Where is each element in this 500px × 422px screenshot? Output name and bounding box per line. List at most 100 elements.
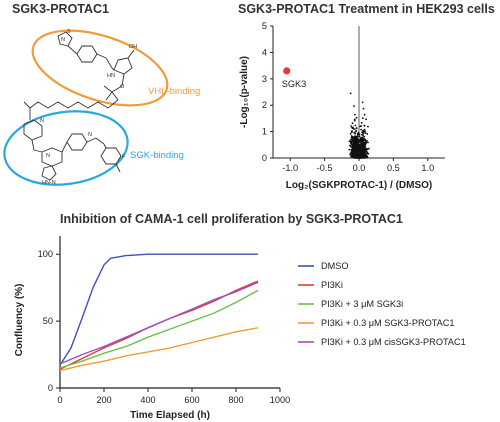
protein-point bbox=[360, 121, 363, 124]
protein-point bbox=[352, 146, 354, 149]
x-tick-label: 1.0 bbox=[421, 163, 434, 173]
protein-point bbox=[368, 147, 370, 150]
growth-x-label: Time Elapsed (h) bbox=[130, 410, 210, 421]
protein-point bbox=[349, 144, 351, 147]
protein-point bbox=[366, 156, 369, 159]
series-line-4 bbox=[59, 281, 259, 365]
protein-point bbox=[352, 156, 354, 159]
protein-point bbox=[360, 128, 362, 131]
protein-point bbox=[363, 149, 365, 152]
sgk-ellipse bbox=[3, 110, 129, 186]
protein-point bbox=[354, 140, 357, 143]
svg-text:O: O bbox=[120, 84, 125, 90]
protein-point bbox=[361, 101, 364, 104]
svg-text:N: N bbox=[40, 118, 44, 124]
sgk3-label: SGK3 bbox=[282, 79, 307, 89]
molecule-title: SGK3-PROTAC1 bbox=[12, 2, 110, 16]
protein-point bbox=[352, 155, 354, 158]
protein-point bbox=[359, 150, 362, 152]
x-tick-label: 200 bbox=[96, 395, 111, 405]
legend-label: PI3Ki + 3 μM SGK3i bbox=[321, 299, 403, 309]
y-tick-label: 50 bbox=[43, 316, 53, 326]
protein-point bbox=[359, 146, 362, 149]
protein-point bbox=[353, 144, 356, 147]
protein-point bbox=[353, 118, 356, 121]
protein-point bbox=[359, 144, 361, 146]
svg-text:F: F bbox=[122, 154, 126, 160]
protein-point bbox=[366, 151, 369, 154]
protein-point bbox=[364, 149, 367, 152]
protein-point bbox=[363, 153, 366, 156]
y-tick-label: 0 bbox=[262, 153, 267, 163]
y-tick-label: 0 bbox=[48, 383, 53, 393]
svg-text:OH: OH bbox=[129, 44, 137, 50]
x-tick-label: 0.5 bbox=[387, 163, 400, 173]
protein-point bbox=[367, 125, 369, 128]
svg-text:N: N bbox=[88, 132, 92, 138]
protein-point bbox=[356, 137, 358, 140]
growth-chart: 0 200 400 600 800 1000 0 50 100 DMSO PI3Ki PI3Ki + … bbox=[14, 236, 466, 421]
protein-point bbox=[363, 135, 366, 138]
svg-text:N: N bbox=[61, 37, 65, 43]
protein-point bbox=[353, 131, 356, 134]
protein-point bbox=[362, 141, 364, 143]
volcano-x-label: Log₂(SGKPROTAC-1) / (DMSO) bbox=[286, 180, 432, 191]
x-tick-label: 1000 bbox=[270, 395, 290, 405]
protein-point bbox=[365, 118, 367, 121]
protein-point bbox=[348, 148, 351, 151]
protein-point bbox=[354, 150, 357, 153]
protein-point bbox=[356, 156, 358, 159]
protein-point bbox=[357, 132, 359, 135]
protein-point bbox=[350, 131, 353, 134]
protein-point bbox=[354, 130, 357, 133]
legend-label: DMSO bbox=[321, 261, 349, 271]
protein-point bbox=[351, 126, 353, 129]
protein-point bbox=[354, 113, 356, 116]
sgk3-point bbox=[283, 67, 291, 75]
protein-point bbox=[350, 151, 353, 154]
protein-point bbox=[362, 130, 364, 133]
svg-text:S: S bbox=[67, 29, 71, 35]
protein-point bbox=[363, 128, 366, 131]
protein-point bbox=[353, 147, 356, 150]
sgk-binding-label: SGK-binding bbox=[130, 150, 184, 161]
series-line-3 bbox=[59, 327, 259, 372]
protein-point bbox=[362, 117, 364, 120]
protein-point bbox=[358, 151, 360, 154]
protein-point bbox=[367, 141, 369, 144]
protein-point bbox=[357, 141, 360, 143]
protein-point bbox=[355, 151, 358, 154]
protein-point bbox=[355, 127, 358, 130]
growth-y-label: Confluency (%) bbox=[14, 284, 25, 357]
y-tick-label: 100 bbox=[38, 249, 53, 259]
svg-text:HN-N: HN-N bbox=[42, 180, 56, 186]
protein-point bbox=[362, 154, 365, 157]
protein-point bbox=[363, 113, 366, 116]
protein-point bbox=[349, 153, 351, 156]
protein-point bbox=[365, 142, 368, 144]
protein-point bbox=[356, 143, 359, 146]
legend-label: PI3Ki bbox=[321, 280, 343, 290]
protein-point bbox=[359, 157, 362, 159]
protein-point bbox=[364, 151, 367, 154]
protein-point bbox=[364, 138, 367, 141]
protein-point bbox=[364, 132, 367, 134]
protein-point bbox=[356, 155, 359, 158]
series-line-2 bbox=[59, 289, 259, 369]
protein-point bbox=[361, 133, 363, 136]
x-tick-label: 600 bbox=[184, 395, 199, 405]
protein-point bbox=[351, 136, 354, 138]
vhl-binding-label: VHL-binding bbox=[148, 86, 201, 97]
protein-point bbox=[362, 145, 365, 148]
protein-point bbox=[362, 132, 365, 135]
protein-point bbox=[350, 125, 352, 127]
growth-title: Inhibition of CAMA-1 cell proliferation … bbox=[60, 212, 403, 226]
x-tick-label: -1.0 bbox=[282, 163, 298, 173]
x-tick-label: 800 bbox=[228, 395, 243, 405]
protein-point bbox=[353, 119, 356, 122]
protein-point bbox=[349, 133, 352, 135]
svg-text:N: N bbox=[46, 153, 50, 159]
volcano-title: SGK3-PROTAC1 Treatment in HEK293 cells bbox=[238, 2, 495, 16]
